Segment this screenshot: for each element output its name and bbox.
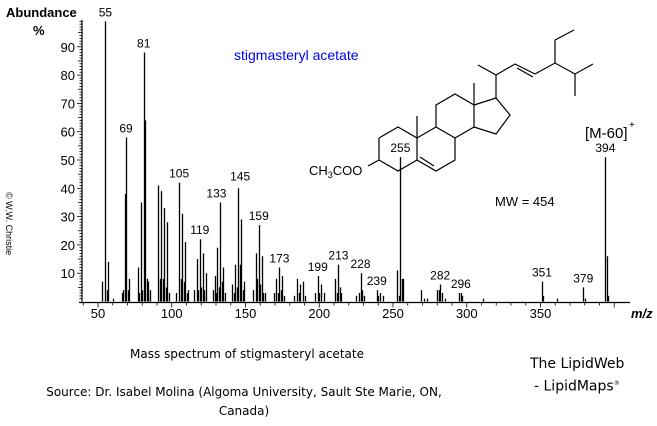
brand-block: The LipidWeb - LipidMaps® (530, 354, 624, 397)
stigmasteryl-acetate-structure (367, 29, 594, 172)
x-axis: 50 100 150 200 250 300 350 (79, 301, 630, 321)
x-tick-label: 150 (235, 306, 257, 321)
x-axis-title: m/z (631, 306, 653, 321)
x-tick-label: 350 (530, 306, 552, 321)
substituent-ch: CH (309, 163, 328, 178)
peak-label: 351 (532, 266, 552, 280)
peak-label: 255 (390, 141, 410, 155)
m60-annotation: [M-60] + (585, 120, 635, 142)
peak-label: 69 (119, 121, 133, 135)
copyright-label: © W.W. Christie (4, 192, 14, 255)
acetoxy-substituent: CH3COO (309, 163, 362, 180)
peak-label: 239 (367, 274, 387, 288)
m60-label: [M-60] (585, 125, 628, 142)
peak-label: 133 (206, 186, 226, 200)
peak-label: 105 (169, 167, 189, 181)
peak-label: 282 (430, 269, 450, 283)
y-tick-label: 90 (61, 40, 75, 55)
peak-label: 394 (595, 141, 615, 155)
y-axis-title: Abundance (6, 5, 77, 20)
peak-label: 145 (230, 169, 250, 183)
peak-label: 199 (308, 260, 328, 274)
m60-superscript: + (629, 120, 635, 131)
y-tick-label: 60 (61, 125, 75, 140)
y-tick-label: 40 (61, 181, 75, 196)
mw-annotation: MW = 454 (495, 194, 555, 209)
brand-line-1: The LipidWeb (530, 356, 625, 372)
peak-label: 119 (190, 223, 209, 237)
x-tick-label: 250 (382, 306, 404, 321)
y-tick-label: 80 (61, 68, 75, 83)
compound-title: stigmasteryl acetate (234, 47, 359, 63)
brand-name: - LipidMaps (534, 378, 614, 395)
x-tick-label: 50 (91, 306, 105, 321)
peak-label: 55 (99, 5, 113, 19)
peak-label: 228 (351, 257, 371, 271)
peak-label: 81 (137, 36, 151, 50)
y-axis: 10 20 30 40 50 60 70 80 90 (61, 20, 83, 302)
substituent-subscript: 3 (328, 170, 333, 180)
spectrum-peaks (101, 21, 610, 302)
svg-text:CH3COO: CH3COO (309, 163, 362, 180)
registered-mark: ® (613, 380, 620, 387)
x-tick-label: 100 (161, 306, 183, 321)
y-tick-label: 30 (61, 210, 75, 225)
y-axis-unit: % (33, 23, 45, 38)
y-tick-label: 50 (61, 153, 75, 168)
x-tick-label: 300 (456, 306, 478, 321)
substituent-coo: COO (333, 163, 363, 178)
peak-label: 296 (451, 277, 471, 291)
y-tick-label: 10 (61, 266, 75, 281)
y-tick-label: 70 (61, 96, 75, 111)
x-tick-label: 200 (308, 306, 330, 321)
source-caption: Source: Dr. Isabel Molina (Algoma Univer… (46, 385, 442, 418)
peak-label: 379 (573, 271, 593, 285)
peak-label: 159 (249, 209, 269, 223)
figure-caption: Mass spectrum of stigmasteryl acetate (130, 347, 364, 361)
peak-label: 213 (328, 249, 348, 263)
brand-line-2: - LipidMaps® (530, 374, 624, 397)
y-tick-label: 20 (61, 238, 75, 253)
peak-label: 173 (269, 252, 289, 266)
